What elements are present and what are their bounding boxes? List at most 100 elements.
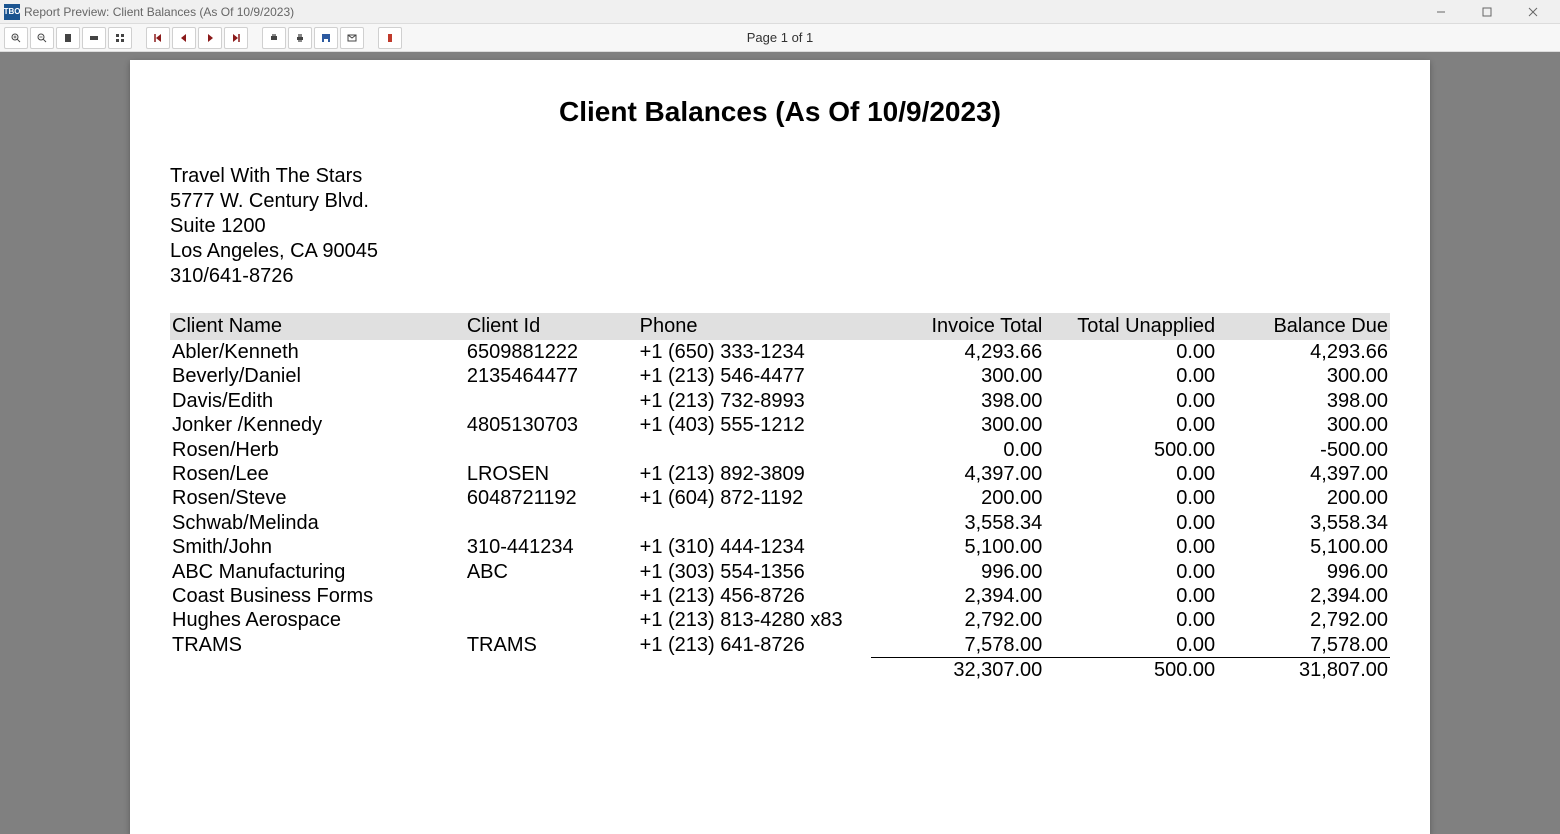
cell-total-unapplied: 0.00 xyxy=(1044,486,1217,510)
cell-client-name: Rosen/Herb xyxy=(170,438,465,462)
cell-balance-due: 5,100.00 xyxy=(1217,535,1390,559)
cell-invoice-total: 2,792.00 xyxy=(871,608,1044,632)
fit-page-button[interactable] xyxy=(56,27,80,49)
cell-client-name: TRAMS xyxy=(170,633,465,658)
cell-phone: +1 (213) 641-8726 xyxy=(638,633,872,658)
cell-invoice-total: 300.00 xyxy=(871,364,1044,388)
cell-balance-due: 3,558.34 xyxy=(1217,511,1390,535)
cell-balance-due: 4,293.66 xyxy=(1217,340,1390,364)
cell-invoice-total: 7,578.00 xyxy=(871,633,1044,658)
report-viewer[interactable]: Client Balances (As Of 10/9/2023) Travel… xyxy=(0,52,1560,834)
cell-total-unapplied: 0.00 xyxy=(1044,560,1217,584)
table-row: Davis/Edith+1 (213) 732-8993398.000.0039… xyxy=(170,389,1390,413)
cell-total-unapplied: 0.00 xyxy=(1044,633,1217,658)
cell-balance-due: 398.00 xyxy=(1217,389,1390,413)
first-page-button[interactable] xyxy=(146,27,170,49)
table-header-row: Client Name Client Id Phone Invoice Tota… xyxy=(170,313,1390,340)
print-group xyxy=(262,27,366,49)
cell-client-id xyxy=(465,389,638,413)
cell-balance-due: -500.00 xyxy=(1217,438,1390,462)
cell-balance-due: 4,397.00 xyxy=(1217,462,1390,486)
print-setup-button[interactable] xyxy=(262,27,286,49)
cell-client-id xyxy=(465,511,638,535)
total-invoice: 32,307.00 xyxy=(871,658,1044,683)
cell-client-name: Rosen/Lee xyxy=(170,462,465,486)
table-row: Schwab/Melinda3,558.340.003,558.34 xyxy=(170,511,1390,535)
cell-balance-due: 7,578.00 xyxy=(1217,633,1390,658)
cell-client-name: Coast Business Forms xyxy=(170,584,465,608)
maximize-button[interactable] xyxy=(1464,0,1510,24)
cell-client-name: Abler/Kenneth xyxy=(170,340,465,364)
table-row: Rosen/Steve6048721192+1 (604) 872-119220… xyxy=(170,486,1390,510)
company-block: Travel With The Stars 5777 W. Century Bl… xyxy=(170,164,1390,289)
window-title: Report Preview: Client Balances (As Of 1… xyxy=(24,5,1418,19)
cell-client-name: Smith/John xyxy=(170,535,465,559)
cell-phone: +1 (310) 444-1234 xyxy=(638,535,872,559)
cell-balance-due: 300.00 xyxy=(1217,413,1390,437)
cell-invoice-total: 2,394.00 xyxy=(871,584,1044,608)
company-city-state-zip: Los Angeles, CA 90045 xyxy=(170,239,1390,264)
cell-balance-due: 200.00 xyxy=(1217,486,1390,510)
cell-invoice-total: 0.00 xyxy=(871,438,1044,462)
cell-client-id: 6509881222 xyxy=(465,340,638,364)
cell-phone: +1 (303) 554-1356 xyxy=(638,560,872,584)
cell-total-unapplied: 0.00 xyxy=(1044,535,1217,559)
minimize-button[interactable] xyxy=(1418,0,1464,24)
cell-invoice-total: 3,558.34 xyxy=(871,511,1044,535)
cell-balance-due: 2,394.00 xyxy=(1217,584,1390,608)
cell-invoice-total: 200.00 xyxy=(871,486,1044,510)
save-button[interactable] xyxy=(314,27,338,49)
close-button[interactable] xyxy=(1510,0,1556,24)
cell-client-id xyxy=(465,608,638,632)
table-row: Rosen/Herb0.00500.00-500.00 xyxy=(170,438,1390,462)
cell-client-id: 2135464477 xyxy=(465,364,638,388)
company-address1: 5777 W. Century Blvd. xyxy=(170,189,1390,214)
zoom-in-button[interactable] xyxy=(4,27,28,49)
cell-phone: +1 (213) 456-8726 xyxy=(638,584,872,608)
table-row: Hughes Aerospace+1 (213) 813-4280 x832,7… xyxy=(170,608,1390,632)
fit-width-button[interactable] xyxy=(82,27,106,49)
cell-phone: +1 (213) 892-3809 xyxy=(638,462,872,486)
col-header-balance-due: Balance Due xyxy=(1217,313,1390,340)
cell-phone xyxy=(638,511,872,535)
cell-phone: +1 (213) 546-4477 xyxy=(638,364,872,388)
total-unapplied: 500.00 xyxy=(1044,658,1217,683)
print-button[interactable] xyxy=(288,27,312,49)
next-page-button[interactable] xyxy=(198,27,222,49)
close-group xyxy=(378,27,404,49)
cell-client-id: ABC xyxy=(465,560,638,584)
window-controls xyxy=(1418,0,1556,24)
cell-client-name: Hughes Aerospace xyxy=(170,608,465,632)
cell-phone: +1 (213) 732-8993 xyxy=(638,389,872,413)
col-header-total-unapplied: Total Unapplied xyxy=(1044,313,1217,340)
page-indicator: Page 1 of 1 xyxy=(747,30,814,45)
cell-invoice-total: 4,397.00 xyxy=(871,462,1044,486)
cell-total-unapplied: 0.00 xyxy=(1044,584,1217,608)
col-header-invoice-total: Invoice Total xyxy=(871,313,1044,340)
col-header-phone: Phone xyxy=(638,313,872,340)
nav-group xyxy=(146,27,250,49)
totals-row: 32,307.00 500.00 31,807.00 xyxy=(170,658,1390,683)
cell-total-unapplied: 0.00 xyxy=(1044,364,1217,388)
zoom-out-button[interactable] xyxy=(30,27,54,49)
close-report-button[interactable] xyxy=(378,27,402,49)
cell-client-name: ABC Manufacturing xyxy=(170,560,465,584)
cell-client-id: LROSEN xyxy=(465,462,638,486)
total-balance-due: 31,807.00 xyxy=(1217,658,1390,683)
cell-invoice-total: 4,293.66 xyxy=(871,340,1044,364)
cell-client-name: Beverly/Daniel xyxy=(170,364,465,388)
thumbnails-button[interactable] xyxy=(108,27,132,49)
cell-client-id xyxy=(465,584,638,608)
report-page: Client Balances (As Of 10/9/2023) Travel… xyxy=(130,60,1430,834)
email-button[interactable] xyxy=(340,27,364,49)
prev-page-button[interactable] xyxy=(172,27,196,49)
last-page-button[interactable] xyxy=(224,27,248,49)
cell-client-name: Jonker /Kennedy xyxy=(170,413,465,437)
cell-total-unapplied: 0.00 xyxy=(1044,340,1217,364)
cell-balance-due: 2,792.00 xyxy=(1217,608,1390,632)
cell-total-unapplied: 0.00 xyxy=(1044,608,1217,632)
cell-balance-due: 996.00 xyxy=(1217,560,1390,584)
cell-invoice-total: 5,100.00 xyxy=(871,535,1044,559)
table-row: Coast Business Forms+1 (213) 456-87262,3… xyxy=(170,584,1390,608)
cell-client-name: Rosen/Steve xyxy=(170,486,465,510)
